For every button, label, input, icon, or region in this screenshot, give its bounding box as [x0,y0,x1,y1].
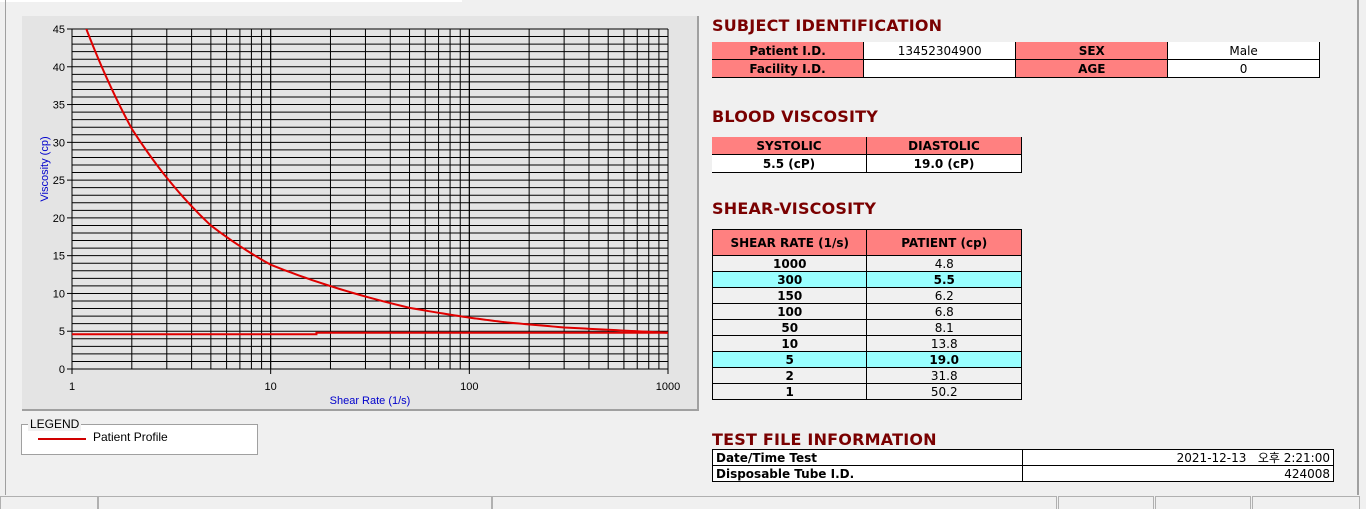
facility-id-label: Facility I.D. [712,59,865,78]
x-tick-label: 100 [460,381,478,393]
patient-value-cell: 13.8 [866,335,1022,352]
y-tick-label: 5 [59,326,65,338]
patient-value-cell: 31.8 [866,367,1022,384]
diastolic-label: DIASTOLIC [866,137,1023,155]
status-panel-4 [1058,496,1154,509]
patient-value-cell: 50.2 [866,383,1022,400]
shear-row: 1000 4.8 [711,255,1022,272]
age-value: 0 [1167,59,1320,78]
shear-row: 10 13.8 [711,335,1022,352]
shear-rate-cell: 300 [711,271,868,288]
y-axis-label: Viscosity (cp) [39,136,51,201]
shear-viscosity-title: SHEAR-VISCOSITY [712,199,877,218]
patient-value-cell: 5.5 [866,271,1022,288]
patient-value-cell: 19.0 [866,351,1022,368]
patient-id-value: 13452304900 [863,42,1017,60]
blood-viscosity-table: SYSTOLIC DIASTOLIC 5.5 (cP) 19.0 (cP) [712,137,1023,173]
diastolic-value: 19.0 (cP) [866,154,1023,173]
shear-rate-cell: 50 [711,319,868,336]
sex-value: Male [1167,42,1320,60]
right-scrollbar-edge [1357,0,1359,495]
x-axis-label: Shear Rate (1/s) [330,395,411,407]
x-tick-label: 10 [265,381,277,393]
patient-value-cell: 6.2 [866,287,1022,304]
blood-viscosity-title: BLOOD VISCOSITY [712,107,879,126]
status-panel-5 [1155,496,1251,509]
y-tick-label: 40 [53,62,65,74]
tube-id-value: 424008 [1022,465,1334,482]
shear-row: 50 8.1 [711,319,1022,336]
x-tick-label: 1 [69,381,75,393]
shear-rate-cell: 1 [711,383,868,400]
shear-row: 300 5.5 [711,271,1022,288]
shear-rate-cell: 2 [711,367,868,384]
datetime-label: Date/Time Test [712,449,1023,466]
shear-row: 150 6.2 [711,287,1022,304]
shear-row: 100 6.8 [711,303,1022,320]
test-file-title: TEST FILE INFORMATION [712,430,937,449]
status-panel-6 [1252,496,1360,509]
left-border [5,0,6,495]
shear-row: 5 19.0 [711,351,1022,368]
subject-table: Patient I.D. 13452304900 SEX Male Facili… [712,42,1320,78]
patient-value-cell: 8.1 [866,319,1022,336]
y-tick-label: 35 [53,100,65,112]
shear-rate-cell: 100 [711,303,868,320]
x-tick-label: 1000 [656,381,680,393]
shear-rate-cell: 1000 [711,255,868,272]
y-tick-label: 30 [53,137,65,149]
patient-value-cell: 4.8 [866,255,1022,272]
datetime-value: 2021-12-13 오후 2:21:00 [1022,449,1334,466]
patient-header: PATIENT (cp) [866,229,1022,256]
patient-profile-curve [85,29,668,334]
y-tick-label: 20 [53,213,65,225]
y-tick-label: 15 [53,251,65,263]
y-tick-label: 10 [53,288,65,300]
systolic-value: 5.5 (cP) [712,154,867,173]
legend-label: Patient Profile [93,430,168,444]
shear-rate-header: SHEAR RATE (1/s) [711,229,868,256]
viscosity-chart: 0 5 10 15 20 25 30 35 40 45 1 10 100 1000 Shear Rate (… [22,16,699,411]
patient-id-label: Patient I.D. [712,42,865,60]
subject-title: SUBJECT IDENTIFICATION [712,16,943,35]
shear-row: 2 31.8 [711,367,1022,384]
chart-svg: 0 5 10 15 20 25 30 35 40 45 1 10 100 1000 Shear Rate (… [39,24,680,407]
y-tick-label: 0 [59,364,65,376]
patient-value-cell: 6.8 [866,303,1022,320]
shear-rate-cell: 10 [711,335,868,352]
systolic-label: SYSTOLIC [712,137,867,155]
legend-title: LEGEND [28,417,82,431]
y-tick-label: 25 [53,175,65,187]
shear-rate-cell: 5 [711,351,868,368]
tube-id-label: Disposable Tube I.D. [712,465,1023,482]
status-panel-2 [98,496,492,509]
legend: LEGEND Patient Profile [21,417,258,455]
sex-label: SEX [1015,42,1169,60]
plot-area [72,29,668,369]
baseline-curve [72,331,668,336]
test-file-table: Date/Time Test 2021-12-13 오후 2:21:00 Dis… [712,449,1334,482]
y-tick-label: 45 [53,24,65,36]
status-panel-1 [0,496,98,509]
age-label: AGE [1015,59,1169,78]
status-panel-3 [492,496,1057,509]
shear-row: 1 50.2 [711,383,1022,400]
shear-rate-cell: 150 [711,287,868,304]
top-strip [0,0,462,2]
facility-id-value [863,59,1017,78]
legend-swatch [38,438,86,440]
shear-viscosity-table: SHEAR RATE (1/s) PATIENT (cp) 1000 4.8 300… [711,229,1022,400]
